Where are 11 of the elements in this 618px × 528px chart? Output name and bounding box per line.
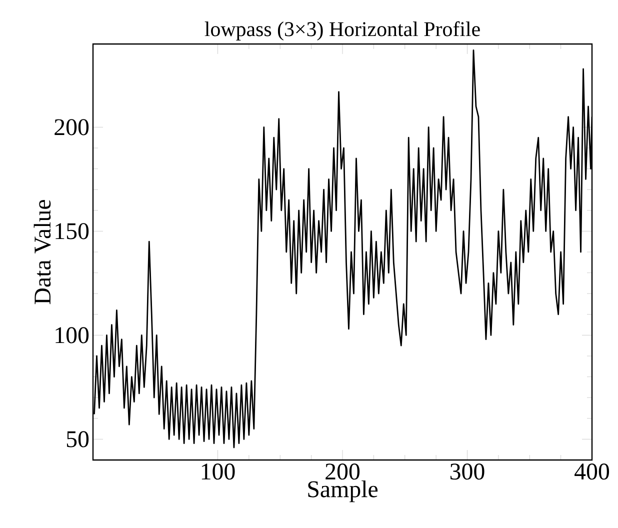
x-tick-label: 300 [450, 464, 484, 480]
x-axis-title: Sample [308, 480, 378, 502]
y-axis-title: Data Value [34, 200, 51, 304]
y-tick-label: 100 [56, 327, 89, 344]
x-tick-label: 400 [574, 464, 610, 480]
x-tick-label: 100 [202, 464, 235, 480]
y-tick-label: 200 [54, 119, 89, 136]
y-tick-label: 50 [66, 431, 89, 448]
y-tick-label: 150 [56, 223, 89, 240]
x-tick-label: 200 [326, 464, 360, 480]
chart-title: lowpass (3×3) Horizontal Profile [204, 21, 480, 40]
